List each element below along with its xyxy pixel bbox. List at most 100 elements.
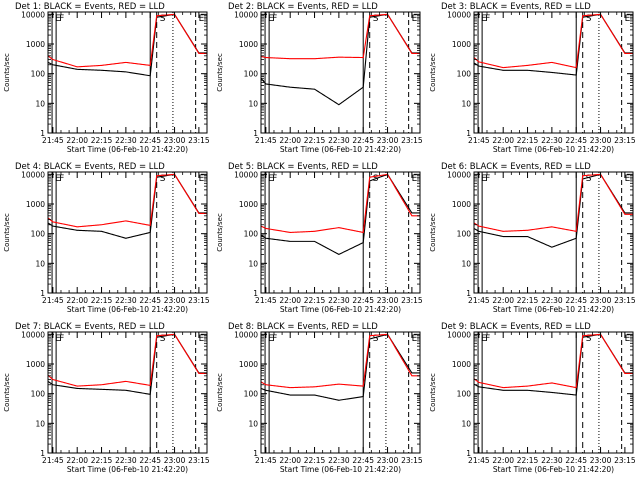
x-tick-label: 22:30	[328, 136, 350, 145]
y-tick-label: 1	[253, 449, 258, 458]
x-axis-label: Start Time (06-Feb-10 21:42:20)	[280, 305, 401, 314]
x-tick-label: 23:00	[164, 296, 186, 305]
x-tick-label: 21:45	[468, 456, 490, 465]
x-tick-label: 22:15	[517, 136, 539, 145]
y-tick-label: 10	[461, 99, 471, 108]
marker-letter: S	[586, 334, 592, 344]
marker-letter: E	[412, 174, 418, 184]
marker-letter: S	[160, 14, 166, 24]
x-tick-label: 22:00	[66, 136, 88, 145]
detector-panel: Det 5: BLACK = Events, RED = LLD E F S E 1 10 1…	[213, 160, 426, 320]
lld-line	[261, 13, 420, 60]
x-tick-label: 22:45	[352, 136, 374, 145]
y-tick-label: 1	[466, 449, 471, 458]
y-tick-label: 10	[248, 419, 258, 428]
x-tick-label: 23:15	[614, 136, 636, 145]
y-tick-label: 10	[35, 419, 45, 428]
x-tick-label: 23:00	[377, 296, 399, 305]
y-tick-label: 1	[40, 289, 45, 298]
x-axis-label: Start Time (06-Feb-10 21:42:20)	[67, 465, 188, 474]
lld-line	[474, 333, 633, 389]
x-tick-label: 21:45	[255, 296, 277, 305]
y-tick-label: 10000	[21, 330, 45, 339]
marker-letter: S	[586, 174, 592, 184]
marker-letter: F	[272, 14, 277, 24]
y-tick-label: 1	[40, 449, 45, 458]
plot-frame	[473, 11, 634, 134]
x-tick-label: 22:30	[541, 296, 563, 305]
x-tick-label: 23:00	[164, 136, 186, 145]
y-tick-label: 10000	[21, 170, 45, 179]
chart-title: Det 2: BLACK = Events, RED = LLD	[228, 2, 378, 12]
x-tick-label: 22:45	[565, 136, 587, 145]
plot-frame	[473, 171, 634, 294]
lld-line	[48, 173, 207, 228]
x-tick-label: 23:15	[401, 456, 423, 465]
x-tick-label: 23:15	[401, 296, 423, 305]
x-axis-label: Start Time (06-Feb-10 21:42:20)	[493, 305, 614, 314]
y-tick-label: 1	[40, 129, 45, 138]
x-tick-label: 22:15	[304, 456, 326, 465]
y-axis-label: Counts/sec	[216, 373, 224, 412]
y-axis-label: Counts/sec	[216, 53, 224, 92]
y-tick-label: 10000	[447, 330, 471, 339]
chart-title: Det 1: BLACK = Events, RED = LLD	[15, 2, 165, 12]
y-tick-label: 100	[457, 230, 472, 239]
y-tick-label: 10000	[447, 10, 471, 19]
marker-letter: S	[160, 334, 166, 344]
x-tick-label: 22:00	[279, 296, 301, 305]
marker-letter: S	[373, 334, 379, 344]
x-tick-label: 22:00	[66, 296, 88, 305]
x-tick-label: 22:45	[565, 296, 587, 305]
x-tick-label: 23:15	[401, 136, 423, 145]
x-tick-label: 23:00	[590, 456, 612, 465]
y-tick-label: 1000	[239, 40, 258, 49]
plot-frame	[260, 11, 421, 134]
marker-letter: S	[586, 14, 592, 24]
marker-letter: E	[625, 174, 631, 184]
x-tick-label: 23:15	[188, 456, 210, 465]
y-tick-label: 10000	[234, 10, 258, 19]
marker-letter: F	[485, 334, 490, 344]
detector-panel: Det 4: BLACK = Events, RED = LLD E F S E 1 10 1…	[0, 160, 213, 320]
y-tick-label: 10000	[234, 330, 258, 339]
x-tick-label: 22:45	[139, 296, 161, 305]
x-tick-label: 22:45	[565, 456, 587, 465]
plot-frame	[260, 331, 421, 454]
chart-title: Det 8: BLACK = Events, RED = LLD	[228, 322, 378, 332]
plot-frame	[47, 11, 208, 134]
y-tick-label: 1	[466, 289, 471, 298]
marker-letter: E	[55, 174, 61, 184]
y-axis-label: Counts/sec	[3, 373, 11, 412]
marker-letter: F	[59, 334, 64, 344]
x-tick-label: 22:00	[279, 456, 301, 465]
marker-letter: F	[59, 174, 64, 184]
marker-letter: E	[412, 14, 418, 24]
x-tick-label: 23:15	[188, 296, 210, 305]
events-line	[48, 13, 207, 77]
y-tick-label: 10	[35, 99, 45, 108]
plot-frame	[260, 171, 421, 294]
marker-letter: E	[55, 14, 61, 24]
marker-letter: F	[59, 14, 64, 24]
plot-frame	[47, 171, 208, 294]
y-tick-label: 1000	[26, 360, 45, 369]
y-tick-label: 10	[35, 259, 45, 268]
marker-letter: E	[268, 334, 274, 344]
y-tick-label: 1	[466, 129, 471, 138]
lld-line	[261, 333, 420, 389]
detector-panel: Det 6: BLACK = Events, RED = LLD E F S E 1 10 1…	[426, 160, 639, 320]
marker-letter: F	[272, 334, 277, 344]
lld-line	[48, 13, 207, 68]
marker-letter: E	[268, 14, 274, 24]
x-axis-label: Start Time (06-Feb-10 21:42:20)	[280, 145, 401, 154]
marker-letter: F	[485, 174, 490, 184]
x-tick-label: 21:45	[255, 136, 277, 145]
y-tick-label: 100	[244, 70, 259, 79]
y-tick-label: 1	[253, 129, 258, 138]
x-tick-label: 21:45	[468, 296, 490, 305]
y-tick-label: 10	[461, 419, 471, 428]
